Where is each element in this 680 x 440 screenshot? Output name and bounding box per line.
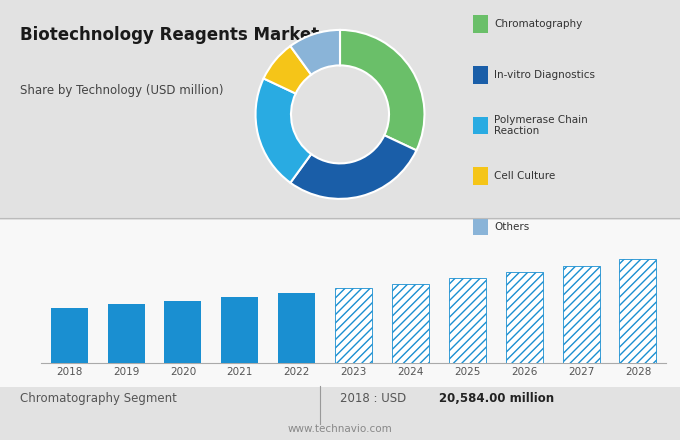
Text: Others: Others [494, 222, 530, 231]
Bar [392, 283, 429, 363]
Bar [222, 297, 258, 363]
Bar [449, 278, 486, 363]
Bar [335, 288, 372, 363]
Bar [51, 308, 88, 363]
Text: www.technavio.com: www.technavio.com [288, 424, 392, 433]
Text: 2018 : USD: 2018 : USD [340, 392, 410, 405]
Text: Polymerase Chain
Reaction: Polymerase Chain Reaction [494, 114, 588, 136]
Text: In-vitro Diagnostics: In-vitro Diagnostics [494, 70, 596, 80]
Bar [506, 272, 543, 363]
Text: Biotechnology Reagents Market: Biotechnology Reagents Market [20, 26, 320, 44]
Bar [619, 259, 656, 363]
Wedge shape [340, 30, 424, 150]
Wedge shape [256, 78, 311, 183]
Text: 20,584.00 million: 20,584.00 million [439, 392, 554, 405]
Wedge shape [264, 46, 311, 94]
Wedge shape [290, 135, 416, 199]
Bar [165, 301, 201, 363]
Bar [562, 266, 600, 363]
Wedge shape [290, 30, 340, 75]
Text: Share by Technology (USD million): Share by Technology (USD million) [20, 84, 224, 97]
Text: Chromatography Segment: Chromatography Segment [20, 392, 177, 405]
Bar [107, 304, 145, 363]
Bar [278, 293, 316, 363]
Text: Chromatography: Chromatography [494, 19, 583, 29]
Text: Cell Culture: Cell Culture [494, 171, 556, 181]
